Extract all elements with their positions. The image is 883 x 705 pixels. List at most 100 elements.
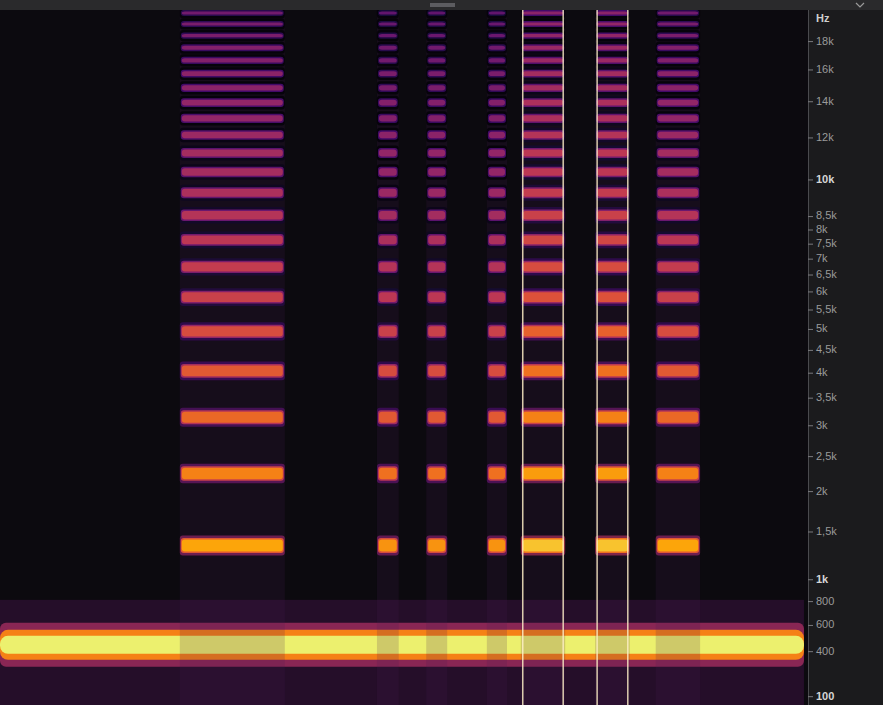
harmonic-band bbox=[658, 262, 698, 271]
harmonic-glow bbox=[656, 67, 700, 80]
harmonic-glow bbox=[427, 364, 446, 378]
harmonic-glow bbox=[377, 81, 399, 94]
harmonic-band bbox=[489, 292, 505, 302]
harmonic-band bbox=[428, 100, 445, 106]
harmonic-glow bbox=[377, 408, 399, 427]
harmonic-glow bbox=[378, 538, 398, 553]
plot-background bbox=[0, 10, 808, 705]
y-tick bbox=[808, 531, 813, 532]
harmonic-glow bbox=[181, 364, 284, 378]
harmonic-glow bbox=[656, 30, 700, 41]
harmonic-glow bbox=[180, 164, 285, 180]
harmonic-band bbox=[379, 539, 397, 551]
harmonic-glow bbox=[181, 44, 284, 51]
y-tick bbox=[808, 259, 813, 260]
y-tick-label: 4k bbox=[816, 366, 828, 378]
harmonic-glow bbox=[378, 130, 398, 140]
harmonic-glow bbox=[181, 261, 284, 273]
harmonic-glow bbox=[657, 114, 699, 123]
harmonic-glow bbox=[656, 231, 700, 248]
harmonic-glow bbox=[596, 187, 629, 198]
harmonic-glow bbox=[181, 210, 284, 221]
harmonic-band bbox=[182, 292, 283, 302]
harmonic-glow bbox=[595, 42, 630, 54]
harmonic-glow bbox=[377, 535, 399, 555]
harmonic-glow bbox=[522, 364, 564, 378]
y-tick bbox=[808, 329, 813, 330]
harmonic-band bbox=[428, 235, 445, 244]
harmonic-glow bbox=[426, 42, 447, 54]
harmonic-glow bbox=[595, 408, 630, 427]
harmonic-band bbox=[658, 115, 698, 121]
harmonic-glow bbox=[377, 231, 399, 248]
y-tick-label: 100 bbox=[816, 690, 834, 702]
harmonic-band bbox=[597, 189, 628, 197]
harmonic-glow bbox=[522, 167, 564, 178]
harmonic-band bbox=[182, 365, 283, 376]
harmonic-glow bbox=[656, 185, 700, 201]
harmonic-band bbox=[658, 71, 698, 76]
harmonic-glow bbox=[377, 10, 399, 18]
harmonic-glow bbox=[427, 187, 446, 198]
harmonic-glow bbox=[180, 42, 285, 54]
harmonic-glow bbox=[595, 464, 630, 484]
harmonic-glow bbox=[521, 96, 565, 110]
harmonic-band bbox=[428, 365, 445, 376]
harmonic-band bbox=[182, 23, 283, 26]
harmonic-band bbox=[182, 46, 283, 50]
harmonic-glow bbox=[377, 464, 399, 484]
harmonic-band bbox=[658, 235, 698, 244]
harmonic-glow bbox=[521, 185, 565, 201]
harmonic-glow bbox=[378, 148, 398, 158]
harmonic-glow bbox=[487, 408, 507, 427]
harmonic-glow bbox=[488, 167, 506, 178]
harmonic-band bbox=[658, 34, 698, 37]
harmonic-glow bbox=[596, 84, 629, 92]
harmonic-glow bbox=[657, 10, 699, 16]
harmonic-glow bbox=[180, 128, 285, 143]
harmonic-glow bbox=[657, 98, 699, 107]
harmonic-glow bbox=[521, 10, 565, 18]
harmonic-glow bbox=[378, 32, 398, 38]
harmonic-band bbox=[658, 211, 698, 219]
harmonic-glow bbox=[426, 164, 447, 180]
y-tick-label: 8k bbox=[816, 223, 828, 235]
harmonic-band bbox=[428, 71, 445, 76]
harmonic-band bbox=[523, 46, 563, 50]
harmonic-band bbox=[658, 365, 698, 376]
harmonic-glow bbox=[522, 98, 564, 107]
harmonic-band bbox=[597, 34, 628, 37]
harmonic-band bbox=[182, 262, 283, 271]
harmonic-glow bbox=[377, 30, 399, 41]
harmonic-glow bbox=[426, 408, 447, 427]
harmonic-band bbox=[489, 189, 505, 197]
harmonic-band bbox=[597, 468, 628, 480]
harmonic-band bbox=[379, 235, 397, 244]
harmonic-band bbox=[489, 262, 505, 271]
harmonic-glow bbox=[427, 538, 446, 553]
harmonic-band bbox=[428, 539, 445, 551]
harmonic-glow bbox=[181, 538, 284, 553]
harmonic-glow bbox=[596, 364, 629, 378]
harmonic-band bbox=[658, 85, 698, 90]
y-tick-label: 5k bbox=[816, 322, 828, 334]
harmonic-glow bbox=[377, 42, 399, 54]
harmonic-band bbox=[658, 468, 698, 480]
harmonic-band bbox=[489, 211, 505, 219]
y-tick bbox=[808, 601, 813, 602]
harmonic-band bbox=[523, 71, 563, 76]
harmonic-band bbox=[523, 132, 563, 139]
harmonic-band bbox=[597, 168, 628, 176]
harmonic-glow bbox=[487, 30, 507, 41]
harmonic-band bbox=[182, 168, 283, 176]
y-tick bbox=[808, 373, 813, 374]
harmonic-band bbox=[658, 539, 698, 551]
harmonic-glow bbox=[426, 231, 447, 248]
harmonic-glow bbox=[181, 114, 284, 123]
harmonic-glow bbox=[521, 535, 565, 555]
harmonic-glow bbox=[657, 325, 699, 338]
burst-smear bbox=[656, 10, 700, 705]
y-tick-label: 10k bbox=[816, 173, 835, 185]
harmonic-band bbox=[597, 326, 628, 336]
harmonic-glow bbox=[487, 231, 507, 248]
